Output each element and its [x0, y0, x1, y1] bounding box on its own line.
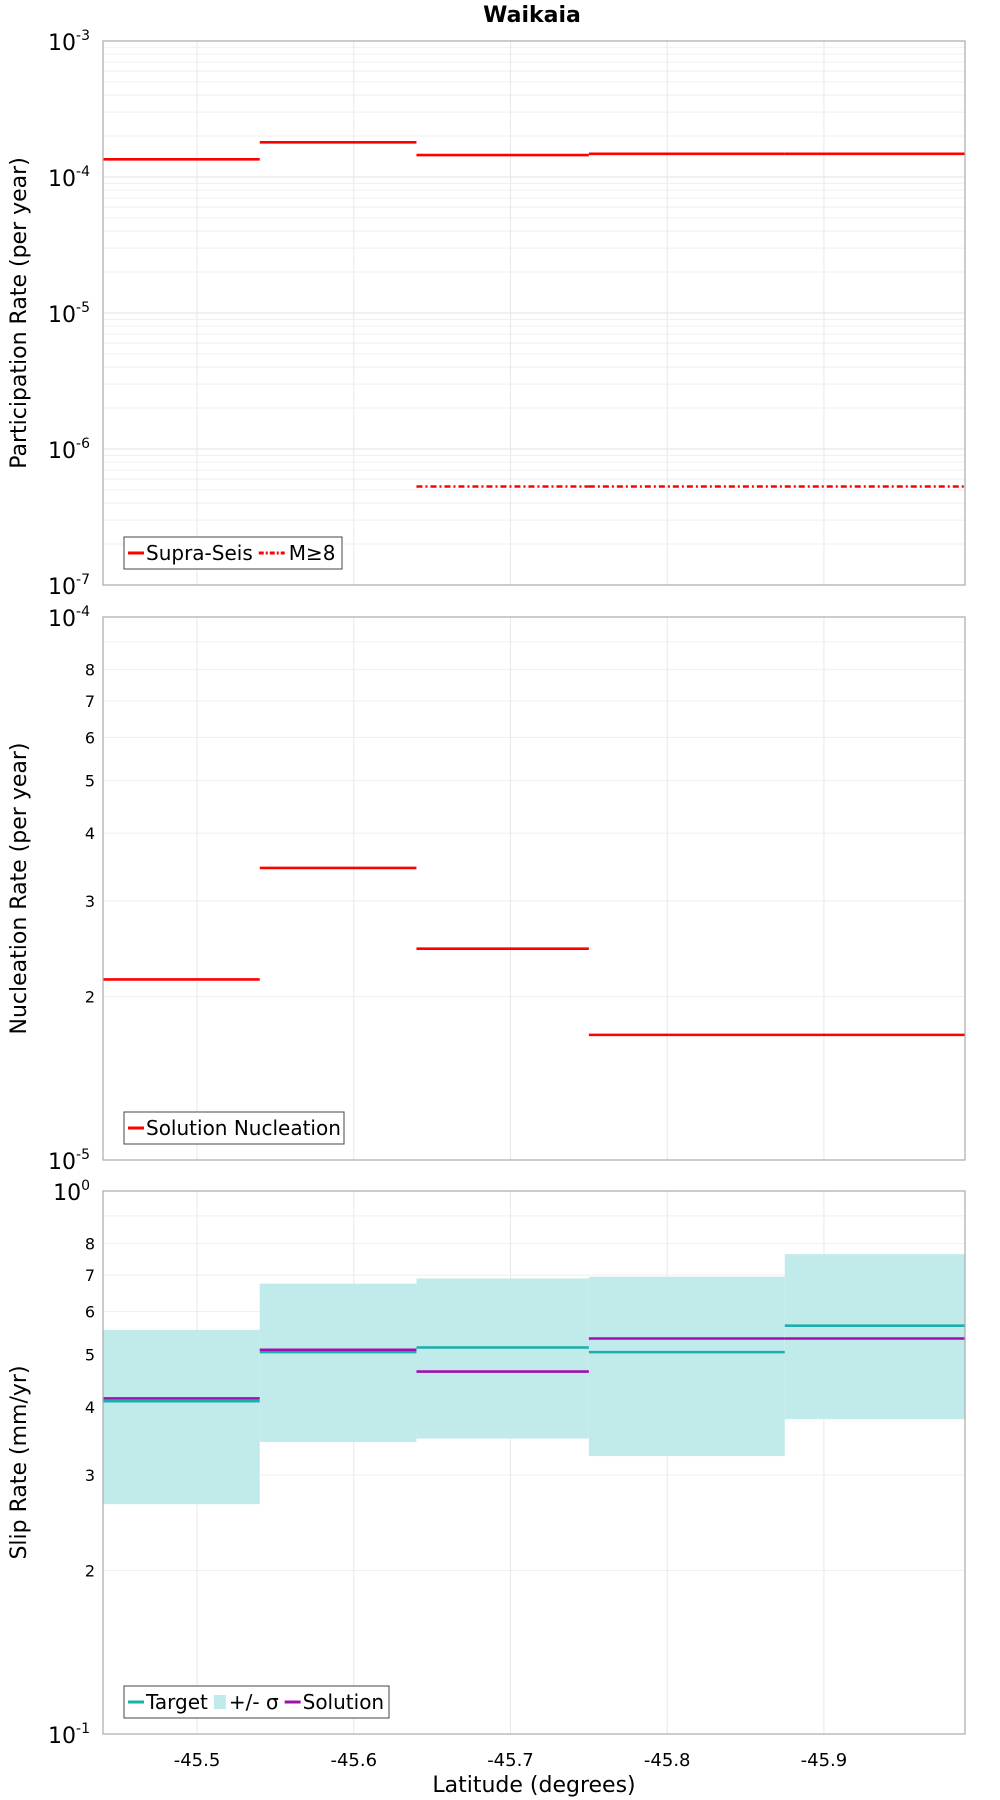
legend-label: M≥8 [289, 541, 336, 565]
y-minor-tick-label: 7 [85, 692, 95, 711]
y-minor-tick-label: 4 [85, 824, 95, 843]
x-tick-label: -45.5 [174, 1750, 221, 1771]
legend-label: Solution Nucleation [146, 1116, 341, 1140]
legend-label: Supra-Seis [146, 541, 253, 565]
y-tick-label: 10-3 [48, 28, 90, 56]
legend-label: Target [145, 1690, 208, 1714]
x-axis-label: Latitude (degrees) [432, 1773, 635, 1798]
legend-swatch- [213, 1695, 226, 1709]
y-minor-tick-label: 7 [85, 1266, 95, 1285]
plot-frame [102, 1190, 966, 1735]
legend-box [123, 1111, 345, 1145]
y-minor-tick-label: 2 [85, 988, 95, 1007]
y-minor-tick-label: 3 [85, 1466, 95, 1485]
y-minor-tick-label: 5 [85, 771, 95, 790]
y-minor-tick-label: 4 [85, 1398, 95, 1417]
y-tick-label: 10-5 [48, 300, 90, 328]
sigma-band-segment [784, 1254, 965, 1420]
chart-title: Waikaia [483, 3, 581, 28]
y-minor-tick-label: 3 [85, 892, 95, 911]
sigma-band-segment [416, 1278, 589, 1439]
y-axis-label: Slip Rate (mm/yr) [7, 1365, 32, 1559]
y-minor-tick-label: 8 [85, 661, 95, 680]
x-tick-label: -45.8 [644, 1750, 691, 1771]
nucleation-rate-panel: 10-4 10-5 8 7 6 5 4 3 2 Nucleation Rate (per year… [7, 604, 966, 1175]
y-tick-label: 100 [53, 1178, 90, 1206]
y-tick-label: 10-5 [48, 1147, 90, 1175]
legend: Supra-Seis M≥8 [123, 536, 343, 570]
x-tick-label: -45.7 [487, 1750, 534, 1771]
plot-frame [102, 40, 966, 586]
y-minor-tick-label: 8 [85, 1235, 95, 1254]
participation-rate-panel: 10-3 10-4 10-5 10-6 10-7 Participation Rate (… [7, 28, 966, 600]
sigma-band-segment [588, 1276, 785, 1457]
y-tick-label: 10-6 [48, 436, 90, 464]
legend-label: Solution [303, 1690, 384, 1714]
y-axis-label: Participation Rate (per year) [7, 157, 32, 469]
y-tick-label: 10-1 [48, 1721, 90, 1749]
legend: Target +/- σ Solution [123, 1685, 390, 1719]
legend-box [123, 536, 343, 570]
y-tick-label: 10-4 [48, 164, 90, 192]
x-tick-label: -45.9 [801, 1750, 848, 1771]
y-minor-tick-label: 6 [85, 1302, 95, 1321]
y-minor-tick-label: 6 [85, 728, 95, 747]
y-axis-label: Nucleation Rate (per year) [7, 743, 32, 1035]
legend: Solution Nucleation [123, 1111, 345, 1145]
legend-label: +/- σ [229, 1690, 279, 1714]
plot-frame [102, 616, 966, 1161]
y-minor-tick-label: 2 [85, 1562, 95, 1581]
sigma-band-segment [259, 1283, 417, 1442]
legend-box [123, 1685, 390, 1719]
x-tick-label: -45.6 [330, 1750, 377, 1771]
slip-rate-panel: 100 10-1 8 7 6 5 4 3 2 Slip Rate (mm/yr) -45.5 -45.… [7, 1178, 966, 1798]
y-tick-label: 10-4 [48, 604, 90, 632]
y-tick-label: 10-7 [48, 572, 90, 600]
y-minor-tick-label: 5 [85, 1345, 95, 1364]
sigma-band-segment [103, 1329, 260, 1505]
